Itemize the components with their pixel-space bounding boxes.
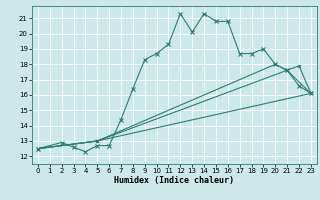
X-axis label: Humidex (Indice chaleur): Humidex (Indice chaleur) [115, 176, 234, 185]
